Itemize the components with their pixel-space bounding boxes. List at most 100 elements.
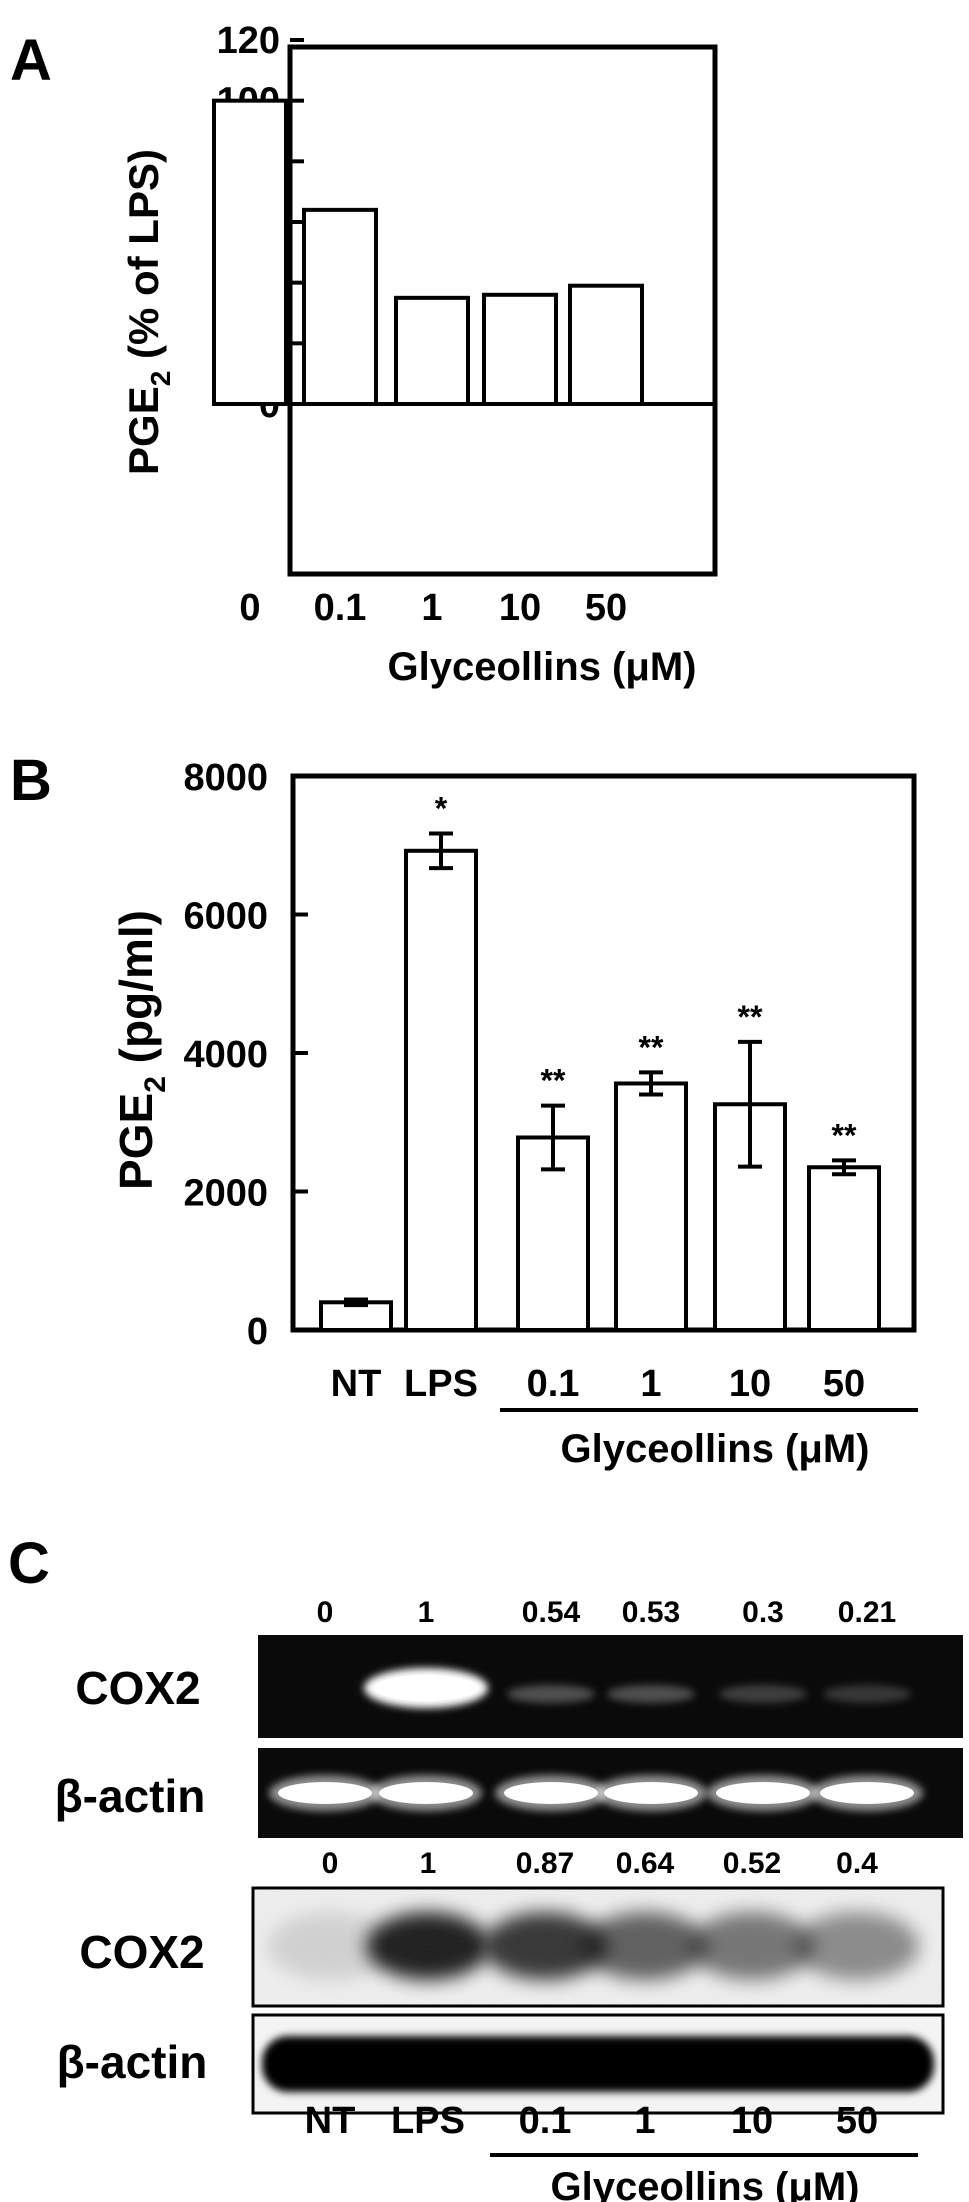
panel-a-bars: [212, 98, 715, 407]
panel-a-xtick-label: 10: [499, 587, 541, 629]
panel-b-xtick-label: 1: [640, 1363, 661, 1405]
western-cox2-grain: [255, 1890, 941, 2004]
rtpcr-cox2-bands: [364, 1668, 911, 1708]
lane-label: 0.1: [519, 2100, 572, 2142]
panel-b-bars: *********: [319, 790, 881, 1333]
panel-b-ylabel-rest: (pg/ml): [110, 910, 162, 1076]
western-ratio-label: 0.52: [723, 1847, 781, 1880]
panel-a-ylabel-sub: 2: [145, 371, 176, 387]
rtpcr-cox2-band: [507, 1685, 595, 1703]
panel-b-ytick-label: 8000: [183, 757, 268, 799]
rtpcr-actin-band-core: [278, 1782, 372, 1804]
rtpcr-ratio-label: 1: [418, 1596, 435, 1629]
rtpcr-cox2-band-core: [507, 1685, 595, 1703]
panel-b-xtick-label: 50: [823, 1363, 865, 1405]
western-actin-label: β-actin: [57, 2036, 208, 2088]
rtpcr-cox2-label: COX2: [75, 1662, 200, 1714]
rtpcr-cox2-band: [719, 1685, 807, 1703]
panel-a-ytick-label: 120: [217, 20, 280, 62]
panel-b-bar: [404, 848, 478, 1332]
rtpcr-ratio-label: 0: [317, 1596, 334, 1629]
rtpcr-cox2-band-core: [607, 1685, 695, 1703]
rtpcr-actin-band-core: [379, 1782, 473, 1804]
panel-b-significance-mark: *: [435, 790, 448, 826]
western-ratio-label: 1: [420, 1847, 437, 1880]
rtpcr-actin-band: [495, 1775, 607, 1811]
panel-a-x-ticks: 0 0.1 1 10 50: [239, 587, 627, 629]
panel-b-ytick-label: 0: [247, 1311, 268, 1353]
panel-b-significance-mark: **: [541, 1063, 566, 1099]
western-ratio-label: 0.87: [516, 1847, 574, 1880]
panel-c: C 0 1 0.54 0.53 0.3 0.21 COX2 β-actin 0 1 0.87 0…: [8, 1531, 963, 2202]
panel-b-ytick-label: 2000: [183, 1173, 268, 1215]
western-actin-band: [262, 2036, 934, 2092]
panel-b-x-ticks: NT LPS 0.1 1 10 50: [331, 1363, 865, 1405]
panel-b-y-ticks: 0 2000 4000 6000 8000: [183, 757, 308, 1353]
rtpcr-actin-band-core: [504, 1782, 598, 1804]
rtpcr-cox2-band: [607, 1685, 695, 1703]
western-actin-bands: [262, 2036, 934, 2092]
lane-labels: NT LPS 0.1 1 10 50: [305, 2100, 878, 2142]
rtpcr-cox2-band-core: [374, 1675, 478, 1701]
panel-a-xtick-label: 0: [239, 587, 260, 629]
rtpcr-actin-band-core: [716, 1782, 810, 1804]
panel-a-plot-frame: [287, 44, 718, 577]
lane-label: 50: [836, 2100, 878, 2142]
panel-b-significance-mark: **: [832, 1117, 857, 1153]
panel-b-xtick-label: NT: [331, 1363, 382, 1405]
rtpcr-actin-bands: [269, 1775, 923, 1811]
lane-label: 10: [731, 2100, 773, 2142]
panel-b-x-axis-label: Glyceollins (μM): [561, 1427, 870, 1471]
panel-a-bar: [212, 98, 288, 407]
rtpcr-actin-band: [595, 1775, 707, 1811]
rtpcr-cox2-band-core: [823, 1685, 911, 1703]
panel-a-ylabel-main: PGE: [120, 386, 167, 475]
panel-b-xtick-label: 0.1: [527, 1363, 580, 1405]
western-ratio-labels: 0 1 0.87 0.64 0.52 0.4: [322, 1847, 879, 1880]
panel-c-letter: C: [8, 1531, 50, 1596]
rtpcr-cox2-band: [823, 1685, 911, 1703]
rtpcr-actin-band: [269, 1775, 381, 1811]
panel-a-bar: [482, 292, 558, 406]
panel-a-y-axis-label: PGE2 (% of LPS): [120, 149, 176, 475]
panel-a-bar: [302, 207, 378, 406]
panel-b-ytick-label: 4000: [183, 1034, 268, 1076]
rtpcr-cox2-band-core: [719, 1685, 807, 1703]
panel-c-group-label: Glyceollins (μM): [551, 2165, 860, 2202]
rtpcr-ratio-label: 0.54: [522, 1596, 581, 1629]
rtpcr-actin-band-core: [820, 1782, 914, 1804]
rtpcr-actin-band: [370, 1775, 482, 1811]
panel-a-xtick-label: 1: [421, 587, 442, 629]
rtpcr-actin-band: [707, 1775, 819, 1811]
lane-label: LPS: [391, 2100, 465, 2142]
western-ratio-label: 0: [322, 1847, 339, 1880]
western-ratio-label: 0.4: [836, 1847, 878, 1880]
panel-b-ylabel-sub: 2: [139, 1076, 172, 1093]
panel-b-significance-mark: **: [639, 1029, 664, 1065]
panel-b-bar: [807, 1165, 881, 1332]
panel-a-xtick-label: 0.1: [314, 587, 367, 629]
panel-a-letter: A: [10, 28, 52, 93]
panel-b-xtick-label: 10: [729, 1363, 771, 1405]
panel-a-x-axis-label: Glyceollins (μM): [388, 645, 697, 689]
panel-b-bar: [614, 1081, 688, 1332]
western-ratio-label: 0.64: [616, 1847, 675, 1880]
panel-a-ylabel-rest: (% of LPS): [120, 149, 167, 371]
panel-b-letter: B: [10, 748, 52, 813]
rtpcr-ratio-label: 0.3: [742, 1596, 784, 1629]
panel-b-xtick-label: LPS: [404, 1363, 478, 1405]
western-cox2-label: COX2: [79, 1926, 204, 1978]
rtpcr-actin-band: [811, 1775, 923, 1811]
panel-b-ytick-label: 6000: [183, 896, 268, 938]
rtpcr-cox2-band: [364, 1668, 488, 1708]
panel-a-bar: [394, 295, 470, 407]
lane-label: 1: [634, 2100, 655, 2142]
rtpcr-ratio-label: 0.53: [622, 1596, 680, 1629]
panel-b-y-axis-label: PGE2 (pg/ml): [110, 910, 172, 1190]
rtpcr-actin-label: β-actin: [55, 1770, 206, 1822]
rtpcr-ratio-labels: 0 1 0.54 0.53 0.3 0.21: [317, 1596, 897, 1629]
panel-a-xtick-label: 50: [585, 587, 627, 629]
